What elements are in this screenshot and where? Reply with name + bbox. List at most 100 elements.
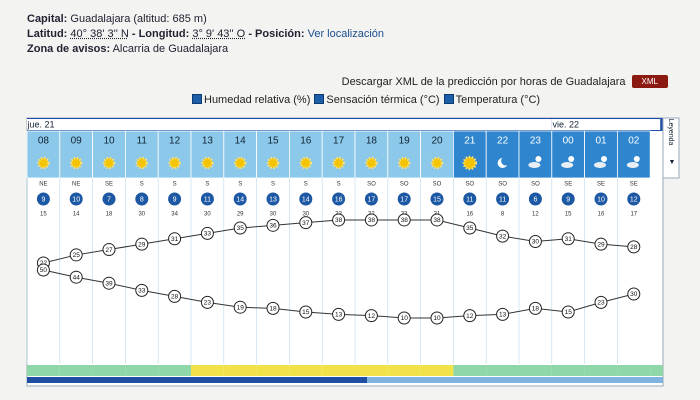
hour-cell	[59, 130, 93, 179]
wind-speed-marker	[69, 192, 83, 206]
humidity-marker	[496, 307, 510, 321]
wind-direction: SO	[465, 182, 474, 188]
hour-label: 02	[628, 136, 640, 147]
wind-speed-marker	[266, 192, 280, 206]
sun-icon	[201, 156, 214, 170]
temperature-label: 29	[138, 241, 146, 248]
uv-bar	[420, 365, 454, 376]
toggle[interactable]: Humedad relativa (%)	[192, 94, 310, 106]
humidity-label: 33	[138, 288, 146, 295]
wind-direction: S	[238, 182, 242, 188]
hour-label: 00	[563, 136, 575, 147]
temperature-marker	[168, 232, 182, 246]
uv-bar	[223, 365, 257, 376]
hour-label: 21	[464, 136, 476, 147]
wind-direction: SE	[105, 182, 113, 188]
hour-cell	[387, 130, 421, 179]
hour-cell	[288, 130, 323, 179]
wind-gust: 30	[138, 212, 145, 218]
hour-cell	[256, 130, 290, 179]
wind-direction: S	[337, 182, 341, 188]
wind-gust: 29	[237, 212, 244, 218]
hour-label: 01	[595, 136, 607, 147]
toggle[interactable]: Sensación térmica (°C)	[314, 94, 439, 106]
wind-speed: 17	[400, 196, 408, 203]
temperature-label: 36	[269, 223, 277, 230]
uv-bar	[584, 365, 618, 376]
label: - Posición:	[248, 28, 305, 40]
wind-speed: 13	[269, 196, 277, 203]
sun-icon	[266, 156, 280, 170]
humidity-marker	[69, 270, 83, 284]
wind-speed: 9	[566, 196, 570, 203]
temperature-label: 30	[532, 239, 540, 246]
wind-gust: 12	[532, 212, 539, 218]
label: Latitud:	[27, 28, 68, 40]
hour-cell	[518, 130, 553, 179]
download-row: Descargar XML de la predicción por horas…	[342, 75, 668, 88]
link[interactable]: Ver localización	[307, 28, 385, 40]
wind-speed: 11	[499, 196, 506, 203]
uv-bar	[289, 365, 323, 376]
toggle[interactable]: Temperatura (°C)	[444, 94, 540, 106]
hour-label: 10	[103, 136, 115, 147]
wind-gust: 30	[270, 212, 277, 218]
sun-icon	[332, 156, 345, 170]
cloud-icon	[561, 162, 574, 168]
sun-icon	[168, 156, 181, 170]
temperature-marker	[463, 221, 477, 235]
wind-speed: 14	[236, 196, 244, 203]
wind-speed-marker	[561, 192, 575, 206]
uv-bar	[519, 365, 552, 376]
bottom-bar	[27, 377, 367, 383]
wind-speed: 16	[335, 196, 343, 203]
wind-gust: 8	[501, 212, 505, 218]
temperature-label: 31	[565, 236, 573, 243]
wind-speed: 9	[41, 196, 45, 203]
wind-gust: 30	[204, 212, 211, 218]
wind-direction: S	[205, 182, 209, 188]
uv-bar	[158, 365, 191, 376]
day-cell	[551, 119, 661, 130]
uv-bar	[355, 365, 388, 376]
sun-icon	[135, 156, 149, 170]
humidity-marker	[627, 287, 641, 301]
wind-direction: SE	[630, 182, 638, 188]
wind-speed-marker	[135, 192, 149, 206]
uv-bar	[125, 365, 159, 376]
hour-label: 08	[38, 136, 50, 147]
bottom-bar	[367, 377, 663, 383]
temperature-label: 27	[105, 247, 113, 254]
xml-button[interactable]: XML	[631, 75, 668, 88]
humidity-marker	[200, 295, 214, 309]
hour-label: 12	[169, 136, 181, 147]
wind-direction: NE	[72, 182, 80, 188]
wind-speed: 14	[302, 196, 310, 203]
legend-tab[interactable]	[662, 117, 680, 179]
toggles: Humedad relativa (%) Sensación térmica (…	[192, 94, 540, 106]
download-text: Descargar XML de la predicción por horas…	[341, 75, 626, 88]
wind-speed-marker	[594, 192, 608, 206]
wind-direction: S	[173, 182, 177, 188]
wind-gust: 34	[171, 212, 178, 218]
humidity-label: 44	[73, 274, 81, 281]
hour-cell	[157, 130, 192, 179]
wind-gust: 30	[302, 212, 309, 218]
temperature-marker	[102, 243, 116, 257]
temperature-marker	[332, 213, 346, 227]
humidity-label: 23	[204, 300, 212, 307]
sun-icon	[37, 156, 50, 170]
hour-cell	[321, 130, 356, 179]
humidity-marker	[594, 295, 608, 309]
humidity-marker	[364, 309, 378, 323]
humidity-label: 15	[565, 309, 573, 316]
wind-gust: 16	[598, 212, 605, 218]
sun-icon	[430, 156, 444, 170]
label: - Longitud:	[131, 28, 190, 40]
humidity-marker	[168, 289, 182, 303]
hour-label: 15	[267, 136, 279, 147]
hour-label: 16	[300, 136, 312, 147]
wind-speed: 11	[466, 196, 473, 203]
hour-label: 23	[530, 136, 542, 147]
